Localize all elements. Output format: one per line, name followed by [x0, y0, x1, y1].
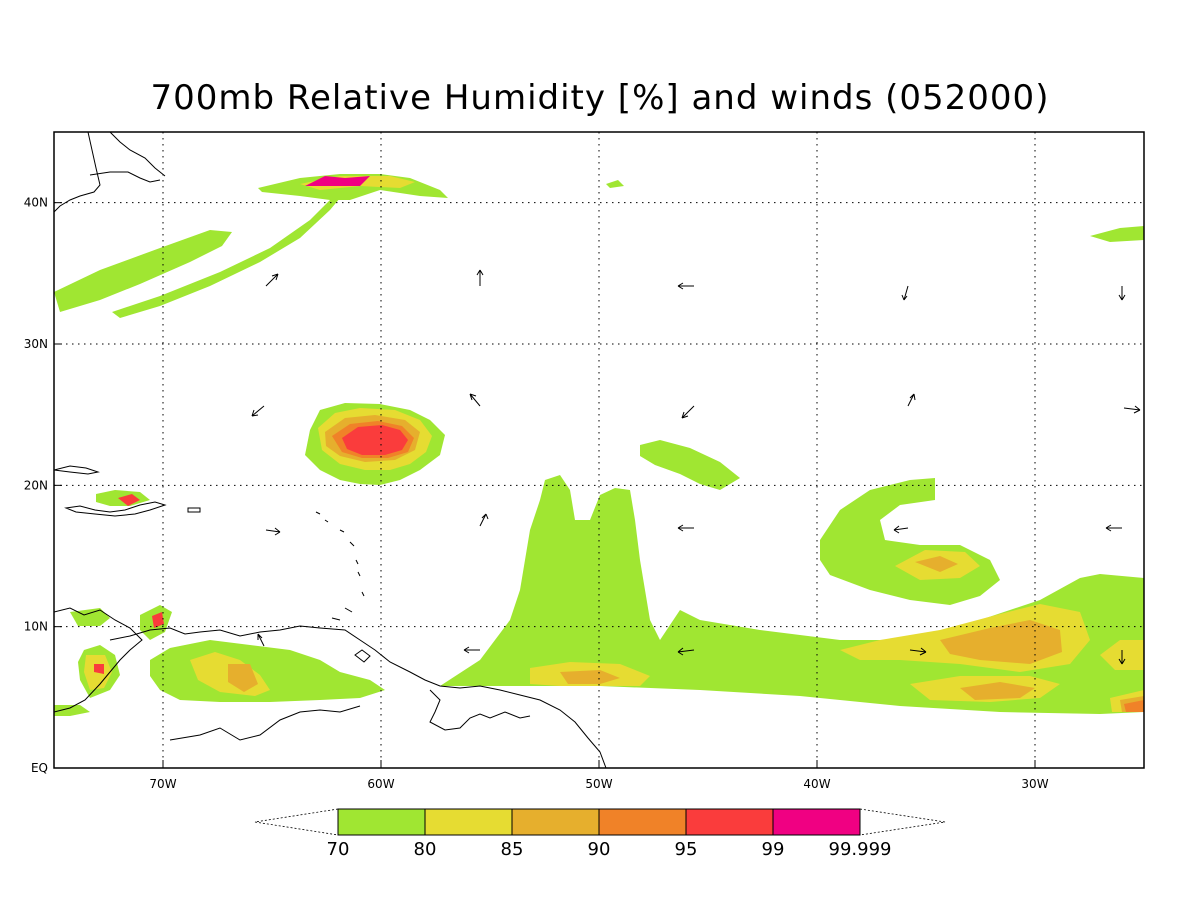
colorbar-swatch: [772, 808, 861, 836]
humidity-band-north-atlantic: [54, 230, 232, 312]
coastline-canada: [109, 132, 166, 177]
caribbean-patch-south: [150, 640, 385, 702]
wind-vector: [1105, 524, 1122, 532]
colorbar-swatch: [685, 808, 774, 836]
coastline-lesser-antilles: [315, 511, 365, 621]
humidity-band-northeast: [112, 186, 350, 318]
wind-vector: [265, 527, 281, 536]
wind-vector: [901, 285, 909, 301]
colorbar-swatch: [511, 808, 600, 836]
colorbar-left-arrow: [254, 808, 339, 836]
coastline-puerto-rico: [187, 507, 201, 513]
coastline-trinidad: [354, 649, 371, 663]
band-85-southeast: [960, 682, 1035, 700]
latitude-label: 10N: [24, 620, 48, 634]
small-patch-50w: [606, 180, 624, 188]
colorbar-swatch: [337, 808, 426, 836]
moisture-band-east: [820, 478, 1000, 605]
longitude-label: 40W: [803, 777, 830, 791]
colorbar-right-arrow: [859, 808, 946, 836]
longitude-label: 30W: [1021, 777, 1048, 791]
wind-vector: [909, 647, 927, 656]
latitude-label: EQ: [31, 761, 48, 775]
patch-90-corner: [1124, 700, 1144, 712]
colorbar-level-label: 99: [762, 839, 785, 860]
wind-vector: [677, 524, 694, 532]
longitude-label: 70W: [149, 777, 176, 791]
colorbar-level-label: 99.999: [829, 839, 892, 860]
colorbar: 70 80 85 90 95 99 99.999: [254, 808, 946, 860]
longitude-label: 60W: [367, 777, 394, 791]
moisture-patch-mid: [640, 440, 740, 490]
colorbar-level-label: 95: [675, 839, 698, 860]
hurricane-core: [342, 425, 408, 455]
panama-patch: [54, 705, 90, 716]
coastline-new-england: [89, 171, 161, 183]
coastline-north-america: [54, 132, 101, 213]
colorbar-level-label: 85: [501, 839, 524, 860]
wind-vector: [1118, 650, 1126, 665]
wind-vector: [469, 393, 481, 407]
coastline-interior-guyana: [429, 689, 531, 731]
wind-vector: [265, 273, 279, 287]
colorbar-level-label: 70: [327, 839, 350, 860]
coastlines: [54, 132, 607, 768]
wind-vector: [251, 405, 265, 417]
wind-vector: [677, 282, 694, 290]
wind-vector: [677, 647, 695, 656]
latitude-label: 30N: [24, 337, 48, 351]
latitude-label: 40N: [24, 196, 48, 210]
wind-vector: [476, 269, 484, 286]
wind-vector: [893, 525, 909, 534]
wind-vectors: [251, 269, 1141, 665]
patch-85-east: [915, 556, 958, 572]
wind-vector: [257, 633, 265, 647]
map-title: 700mb Relative Humidity [%] and winds (0…: [150, 78, 1050, 118]
graticule: [54, 132, 1144, 769]
wind-vector: [681, 405, 695, 419]
map-frame: [53, 131, 1145, 769]
ne-corner-patch: [1090, 226, 1144, 242]
wind-vector: [907, 393, 916, 407]
band-85-central: [560, 670, 620, 684]
hispaniola-core: [118, 494, 140, 506]
wind-vector: [1123, 405, 1141, 414]
axis-tick-labels: 70W 60W 50W 40W 30W EQ 10N 20N 30N 40N: [24, 196, 1049, 791]
colorbar-swatch: [424, 808, 513, 836]
coastline-hispaniola: [64, 501, 167, 517]
caribbean-85: [228, 664, 258, 692]
coastline-cuba: [54, 465, 100, 475]
colorbar-level-label: 90: [588, 839, 611, 860]
colorbar-swatch: [598, 808, 687, 836]
colombia-core: [94, 664, 104, 674]
band-85-east: [940, 620, 1062, 664]
wind-vector: [479, 513, 489, 527]
colorbar-level-label: 80: [414, 839, 437, 860]
humidity-field: [54, 174, 1144, 716]
saturation-top: [305, 176, 370, 186]
longitude-label: 50W: [585, 777, 612, 791]
coastline-central-america: [54, 607, 143, 713]
wind-vector: [463, 646, 480, 654]
coastline-interior-venezuela: [169, 705, 361, 741]
wind-vector: [1118, 286, 1126, 301]
coastline-south-america: [109, 625, 607, 768]
venezuela-core: [152, 612, 164, 628]
latitude-label: 20N: [24, 478, 48, 492]
